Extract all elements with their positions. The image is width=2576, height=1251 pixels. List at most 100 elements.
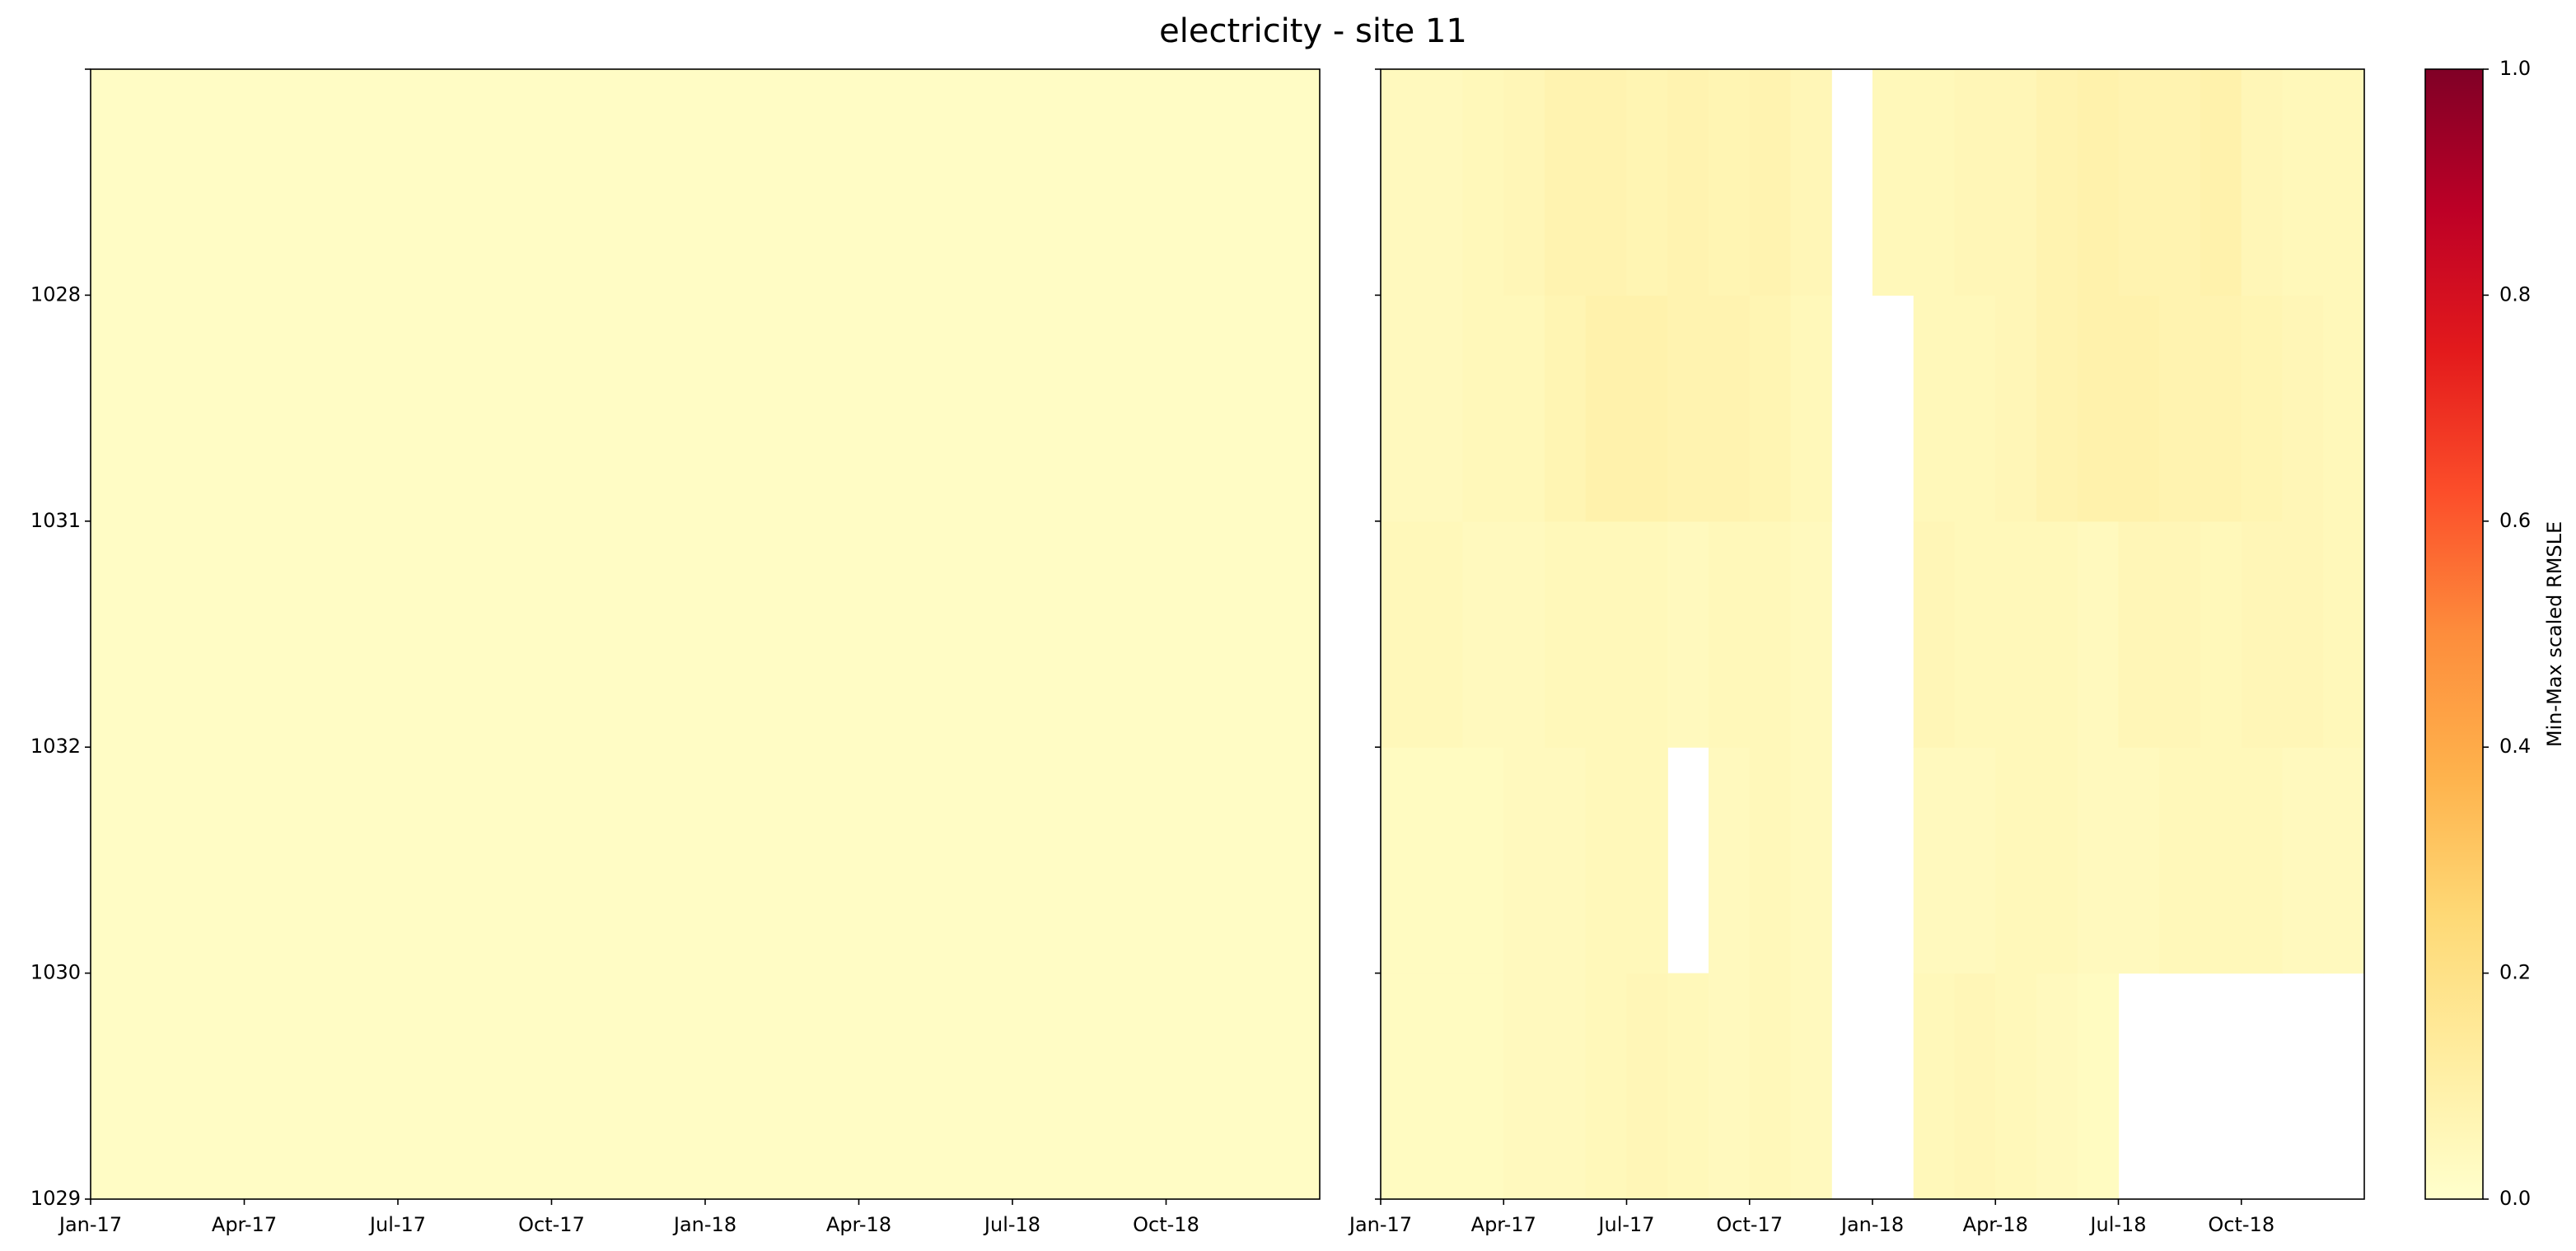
heatmap-cell [1217, 520, 1269, 748]
heatmap-cell [602, 747, 655, 974]
heatmap-cell [2323, 69, 2365, 296]
heatmap-cell [858, 973, 911, 1200]
heatmap-cell [1709, 973, 1751, 1200]
heatmap-cell [2036, 747, 2078, 974]
heatmap-cell [2200, 295, 2242, 522]
heatmap-cell [2036, 973, 2078, 1200]
heatmap-cell [961, 520, 1013, 748]
heatmap-cell [1954, 69, 1996, 296]
heatmap-cell [602, 69, 655, 296]
x-tick-label: Oct-18 [1133, 1213, 1199, 1236]
heatmap-cell [1626, 295, 1668, 522]
colorbar-tick-label: 0.2 [2499, 961, 2531, 984]
heatmap-cell [1545, 295, 1587, 522]
heatmap-cell [1064, 747, 1115, 974]
heatmap-cell [1012, 973, 1064, 1200]
heatmap-cell [142, 747, 194, 974]
heatmap-cell [1667, 295, 1709, 522]
heatmap-cell [858, 747, 911, 974]
heatmap-cell [2241, 520, 2284, 748]
heatmap-cell [1421, 747, 1464, 974]
colorbar-tick-label: 0.4 [2499, 735, 2531, 758]
heatmap-cell [2118, 747, 2160, 974]
heatmap-cell [1381, 747, 1423, 974]
heatmap-cell [1626, 747, 1668, 974]
heatmap-cell [2118, 69, 2160, 296]
x-tick-label: Jan-18 [1840, 1213, 1904, 1236]
heatmap-cell [1421, 69, 1464, 296]
heatmap-cell [1012, 747, 1064, 974]
heatmap-cell [1790, 747, 1832, 974]
heatmap-cell [2323, 520, 2365, 748]
heatmap-cell [653, 747, 706, 974]
heatmap-cell [244, 295, 297, 522]
heatmap-cell [1268, 69, 1321, 296]
heatmap-cell [1421, 295, 1464, 522]
heatmap-cell [1012, 295, 1064, 522]
colorbar-tick-label: 1.0 [2499, 57, 2531, 80]
heatmap-cell [961, 69, 1013, 296]
heatmap-cell [398, 295, 450, 522]
heatmap-cell [909, 295, 962, 522]
heatmap-cell [756, 747, 808, 974]
heatmap-cell [1545, 69, 1587, 296]
heatmap-cell [602, 520, 655, 748]
heatmap-cell [1064, 520, 1115, 748]
heatmap-cell [1585, 295, 1628, 522]
x-tick-label: Oct-17 [1716, 1213, 1783, 1236]
heatmap-cell [449, 295, 501, 522]
heatmap-cell [1585, 69, 1628, 296]
heatmap-cell [1381, 295, 1423, 522]
heatmap-cell [1872, 69, 1914, 296]
heatmap-cell [1995, 747, 2037, 974]
x-tick-label: Oct-18 [2208, 1213, 2274, 1236]
heatmap-cell [193, 747, 245, 974]
colorbar-label: Min-Max scaled RMSLE [2543, 521, 2566, 747]
x-tick-label: Jul-18 [2088, 1213, 2146, 1236]
heatmap-cell [193, 69, 245, 296]
heatmap-cell [2077, 69, 2120, 296]
heatmap-cell [1115, 295, 1167, 522]
heatmap-cell [1217, 69, 1269, 296]
heatmap-cell [2159, 295, 2201, 522]
heatmap-cell [1667, 69, 1709, 296]
heatmap-cell [1503, 295, 1545, 522]
heatmap-cell [1381, 973, 1423, 1200]
heatmap-cell [1954, 520, 1996, 748]
heatmap-cell [1626, 973, 1668, 1200]
heatmap-cell [142, 520, 194, 748]
heatmap-cell [1503, 520, 1545, 748]
heatmap-cell [1913, 520, 1956, 748]
heatmap-cell [1462, 520, 1504, 748]
heatmap-cell [1166, 973, 1218, 1200]
x-tick-label: Jul-18 [983, 1213, 1040, 1236]
y-tick-label: 1029 [30, 1187, 81, 1210]
heatmap-cell [1166, 295, 1218, 522]
heatmap-cell [2200, 520, 2242, 748]
heatmap-cell [91, 973, 143, 1200]
heatmap-cell [2323, 747, 2365, 974]
heatmap-cell [244, 520, 297, 748]
heatmap-cell [500, 973, 553, 1200]
heatmap-cell [500, 520, 553, 748]
heatmap-cell [2282, 69, 2324, 296]
heatmap-cell [1166, 69, 1218, 296]
heatmap-cell [295, 295, 348, 522]
heatmap-cell [91, 747, 143, 974]
heatmap-cell [909, 69, 962, 296]
heatmap-cell [1381, 520, 1423, 748]
heatmap-cell [1667, 520, 1709, 748]
heatmap-cell [2036, 295, 2078, 522]
heatmap-cell [295, 973, 348, 1200]
x-tick-label: Apr-18 [1963, 1213, 2028, 1236]
heatmap-cell [2282, 295, 2324, 522]
heatmap-cell [756, 295, 808, 522]
heatmap-cell [449, 747, 501, 974]
heatmap-cell [1115, 973, 1167, 1200]
heatmap-cell [1626, 69, 1668, 296]
heatmap-cell [1462, 69, 1504, 296]
heatmap-cell [1709, 747, 1751, 974]
heatmap-cell [909, 747, 962, 974]
heatmap-cell [1012, 520, 1064, 748]
heatmap-cell [1545, 973, 1587, 1200]
